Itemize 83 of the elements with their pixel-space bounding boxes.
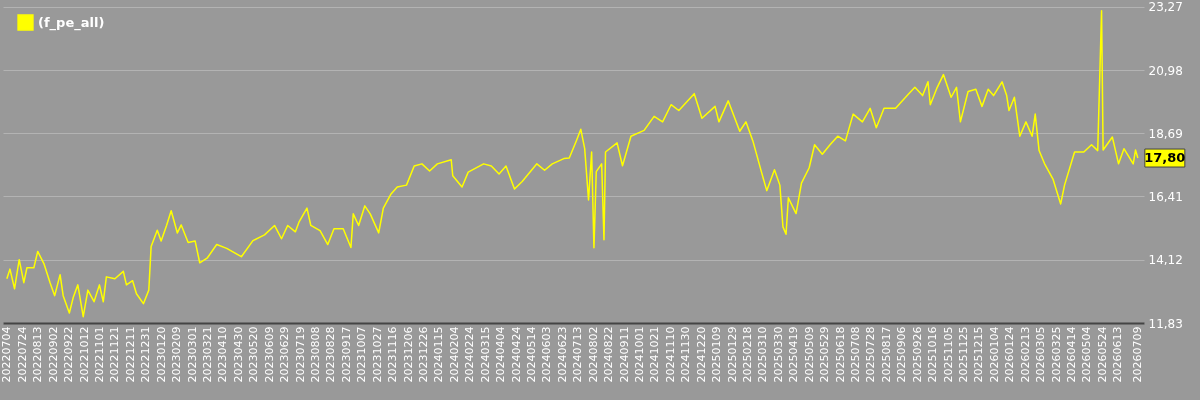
x-tick-label: 20241021 xyxy=(648,326,662,383)
x-tick-label: 20251105 xyxy=(941,326,955,383)
x-tick-label: 20240404 xyxy=(494,326,508,383)
x-tick-label: 20250529 xyxy=(818,326,832,383)
x-tick-label: 20240802 xyxy=(586,326,600,383)
x-tick-label: 20221211 xyxy=(123,326,137,383)
x-tick-label: 20240315 xyxy=(478,326,492,383)
x-tick-label: 20221101 xyxy=(92,326,106,383)
x-tick-label: 20260613 xyxy=(1111,326,1125,383)
x-tick-label: 20260504 xyxy=(1080,326,1094,383)
x-tick-label: 20230609 xyxy=(262,326,276,383)
x-tick-label: 20250310 xyxy=(756,326,770,383)
x-tick-label: 20250926 xyxy=(910,326,924,383)
x-tick-label: 20241220 xyxy=(694,326,708,383)
x-tick-label: 20231027 xyxy=(370,326,384,383)
x-tick-label: 20231206 xyxy=(401,326,415,383)
x-tick-label: 20241130 xyxy=(679,326,693,383)
y-tick-label: 16,41 xyxy=(1148,189,1183,204)
x-tick-label: 20240204 xyxy=(447,326,461,383)
x-tick-label: 20231226 xyxy=(416,326,430,383)
x-tick-label: 20260709 xyxy=(1131,326,1145,383)
x-tick-label: 20230828 xyxy=(324,326,338,383)
x-tick-label: 20220902 xyxy=(46,326,60,383)
annotation: 17,80 xyxy=(1144,150,1186,166)
x-tick-label: 20250708 xyxy=(848,326,862,383)
x-tick-label: 20250218 xyxy=(740,326,754,383)
x-tick-label: 20231007 xyxy=(355,326,369,383)
x-tick-label: 20230209 xyxy=(170,326,184,383)
x-tick-label: 20251125 xyxy=(956,326,970,383)
x-tick-label: 20250906 xyxy=(895,326,909,383)
x-tick-label: 20231116 xyxy=(386,326,400,383)
x-tick-label: 20260124 xyxy=(1003,326,1017,383)
x-tick-label: 20260325 xyxy=(1049,326,1063,383)
x-tick-label: 20241001 xyxy=(632,326,646,383)
x-tick-label: 20260414 xyxy=(1064,326,1078,383)
x-tick-label: 20260213 xyxy=(1018,326,1032,383)
x-tick-label: 20220922 xyxy=(62,326,76,383)
x-tick-label: 20230629 xyxy=(278,326,292,383)
x-tick-label: 20220813 xyxy=(31,326,45,383)
x-tick-label: 20250419 xyxy=(787,326,801,383)
x-tick-label: 20230301 xyxy=(185,326,199,383)
x-tick-label: 20250129 xyxy=(725,326,739,383)
x-tick-label: 20221121 xyxy=(108,326,122,383)
x-tick-label: 20230917 xyxy=(339,326,353,383)
x-tick-label: 20230430 xyxy=(231,326,245,383)
x-tick-label: 20240623 xyxy=(555,326,569,383)
x-tick-label: 20250817 xyxy=(879,326,893,383)
y-tick-label: 11,83 xyxy=(1148,316,1183,331)
x-tick-label: 20251016 xyxy=(926,326,940,383)
x-tick-label: 20241110 xyxy=(663,326,677,383)
x-tick-label: 20220704 xyxy=(0,326,14,383)
x-tick-label: 20260524 xyxy=(1095,326,1109,383)
x-tick-label: 20221231 xyxy=(139,326,153,383)
x-tick-label: 20250728 xyxy=(864,326,878,383)
x-tick-label: 20260104 xyxy=(987,326,1001,383)
x-tick-label: 20230520 xyxy=(247,326,261,383)
x-tick-label: 20260305 xyxy=(1034,326,1048,383)
x-tick-label: 20251215 xyxy=(972,326,986,383)
x-tick-label: 20230808 xyxy=(308,326,322,383)
x-tick-label: 20250509 xyxy=(802,326,816,383)
line-series xyxy=(6,10,1139,318)
x-tick-label: 20240911 xyxy=(617,326,631,383)
x-tick-label: 20230321 xyxy=(200,326,214,383)
x-tick-label: 20240224 xyxy=(463,326,477,383)
x-tick-label: 20230410 xyxy=(216,326,230,383)
x-tick-label: 20240822 xyxy=(602,326,616,383)
x-tick-label: 20220724 xyxy=(15,326,29,383)
y-tick-label: 18,69 xyxy=(1148,126,1183,141)
x-tick-label: 20240115 xyxy=(432,326,446,383)
x-tick-label: 20240603 xyxy=(540,326,554,383)
y-tick-label: 23,27 xyxy=(1148,0,1183,15)
x-tick-label: 20240514 xyxy=(524,326,538,383)
y-tick-label: 14,12 xyxy=(1148,253,1183,268)
x-tick-label: 20221012 xyxy=(77,326,91,383)
y-tick-label: 20,98 xyxy=(1148,63,1183,78)
x-tick-label: 20240713 xyxy=(571,326,585,383)
legend-label: (f_pe_all) xyxy=(38,14,105,31)
x-tick-label: 20250618 xyxy=(833,326,847,383)
x-tick-label: 20230719 xyxy=(293,326,307,383)
x-tick-label: 20250109 xyxy=(710,326,724,383)
x-tick-label: 20230120 xyxy=(154,326,168,383)
x-tick-label: 20250330 xyxy=(771,326,785,383)
x-tick-label: 20240424 xyxy=(509,326,523,383)
